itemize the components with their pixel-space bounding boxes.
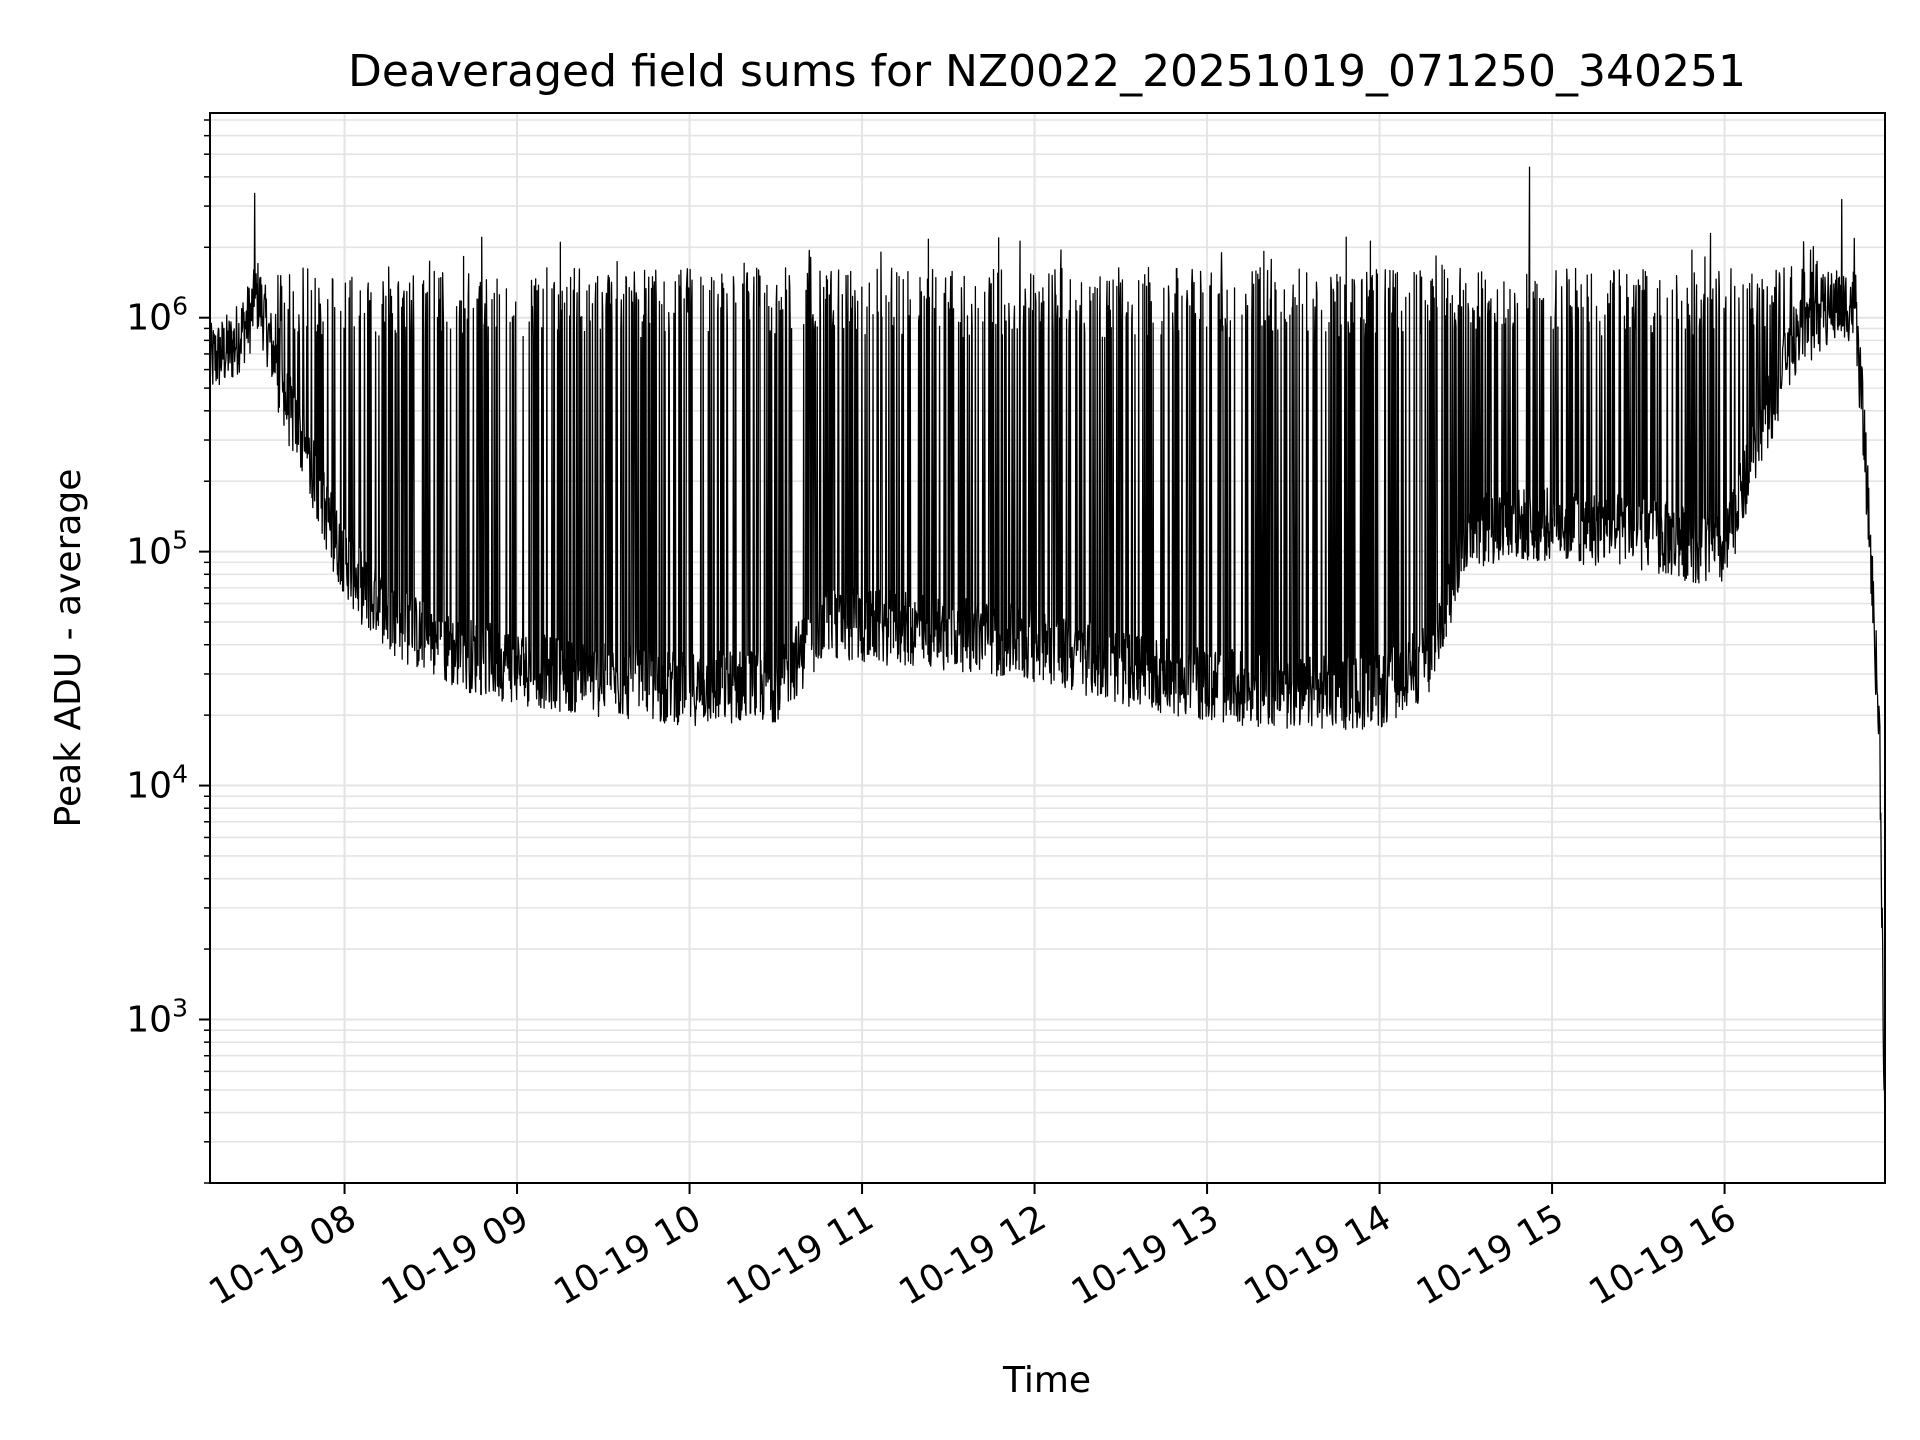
y-tick-label: 104 — [126, 760, 188, 807]
series-layer — [209, 166, 1886, 1143]
y-tick-label: 103 — [126, 993, 188, 1040]
grid — [210, 113, 1885, 1184]
chart-title: Deaveraged field sums for NZ0022_2025101… — [348, 46, 1746, 97]
data-line — [209, 166, 1886, 1143]
y-tick-label: 106 — [126, 292, 188, 339]
x-axis-label: Time — [1002, 1360, 1091, 1401]
plot-frame — [209, 112, 1886, 1184]
y-axis-label: Peak ADU - average — [48, 469, 89, 828]
y-tick-label: 105 — [126, 526, 188, 573]
